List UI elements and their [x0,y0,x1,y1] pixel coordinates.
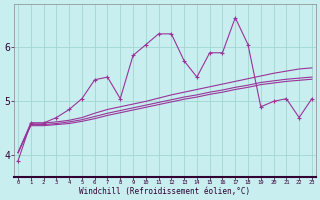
X-axis label: Windchill (Refroidissement éolien,°C): Windchill (Refroidissement éolien,°C) [79,187,251,196]
